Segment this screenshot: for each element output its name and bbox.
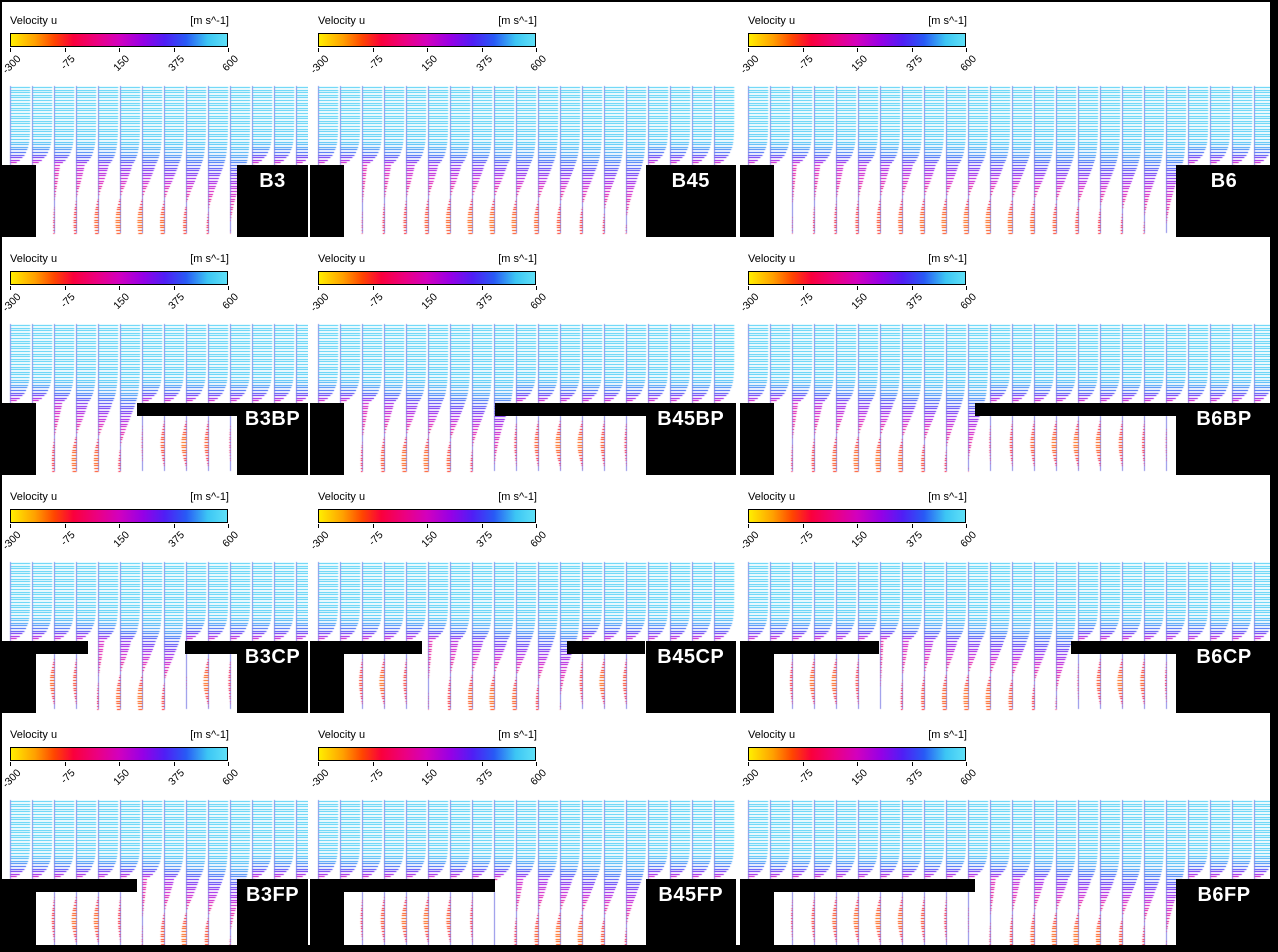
panel-b3fp: Velocity u[m s^-1]-300-75150375600B3FP: [0, 714, 308, 952]
panel-b3: Velocity u[m s^-1]-300-75150375600B3: [0, 0, 308, 238]
panel-b45cp: Velocity u[m s^-1]-300-75150375600B45CP: [308, 476, 736, 714]
wall-block-left: [310, 165, 344, 237]
panel-b6cp: Velocity u[m s^-1]-300-75150375600B6CP: [738, 476, 1272, 714]
cover-plate: [36, 641, 89, 654]
wall-block-left: [740, 879, 774, 951]
panel-label: B6FP: [1197, 884, 1251, 906]
cover-plate: [36, 879, 137, 892]
cover-plate: [494, 403, 646, 416]
wall-block-right: [645, 641, 736, 713]
wall-block-left: [310, 641, 344, 713]
wall-block-right: [237, 879, 308, 951]
wall-block-left: [310, 403, 344, 475]
panel-b6fp: Velocity u[m s^-1]-300-75150375600B6FP: [738, 714, 1272, 952]
cover-plate: [344, 641, 423, 654]
wall-block-right: [645, 165, 736, 237]
cover-plate: [774, 641, 879, 654]
panel-b45fp: Velocity u[m s^-1]-300-75150375600B45FP: [308, 714, 736, 952]
panel-b3bp: Velocity u[m s^-1]-300-75150375600B3BP: [0, 238, 308, 476]
wall-block-right: [645, 879, 736, 951]
panel-label: B45BP: [657, 408, 725, 430]
wall-block-left: [2, 403, 36, 475]
cover-plate: [975, 403, 1176, 416]
wall-block-left: [310, 879, 344, 951]
wall-block-right: [237, 165, 308, 237]
wall-block-right: [1176, 641, 1272, 713]
panel-b6: Velocity u[m s^-1]-300-75150375600B6: [738, 0, 1272, 238]
panel-b3cp: Velocity u[m s^-1]-300-75150375600B3CP: [0, 476, 308, 714]
panel-label: B45CP: [657, 646, 725, 668]
cover-plate: [774, 879, 975, 892]
panel-b45: Velocity u[m s^-1]-300-75150375600B45: [308, 0, 736, 238]
panel-label: B6CP: [1196, 646, 1252, 668]
cover-plate: [184, 641, 237, 654]
panel-b45bp: Velocity u[m s^-1]-300-75150375600B45BP: [308, 238, 736, 476]
cover-plate: [567, 641, 646, 654]
panel-label: B6: [1210, 170, 1238, 192]
wall-block-left: [740, 403, 774, 475]
cover-plate: [344, 879, 495, 892]
wall-block-right: [1176, 879, 1272, 951]
wall-block-right: [1176, 403, 1272, 475]
panel-label: B3: [259, 170, 286, 192]
wall-block-left: [740, 165, 774, 237]
panel-label: B3BP: [244, 408, 301, 430]
panel-label: B3FP: [245, 884, 300, 906]
wall-block-left: [2, 165, 36, 237]
cover-plate: [136, 403, 237, 416]
wall-block-right: [645, 403, 736, 475]
panel-label: B6BP: [1196, 408, 1252, 430]
panel-label: B45FP: [658, 884, 724, 906]
panel-label: B45: [671, 170, 710, 192]
panel-b6bp: Velocity u[m s^-1]-300-75150375600B6BP: [738, 238, 1272, 476]
wall-block-right: [237, 641, 308, 713]
cover-plate: [1071, 641, 1176, 654]
wall-block-right: [1176, 165, 1272, 237]
wall-block-left: [2, 879, 36, 951]
wall-block-left: [2, 641, 36, 713]
panel-label: B3CP: [244, 646, 301, 668]
wall-block-left: [740, 641, 774, 713]
wall-block-right: [237, 403, 308, 475]
